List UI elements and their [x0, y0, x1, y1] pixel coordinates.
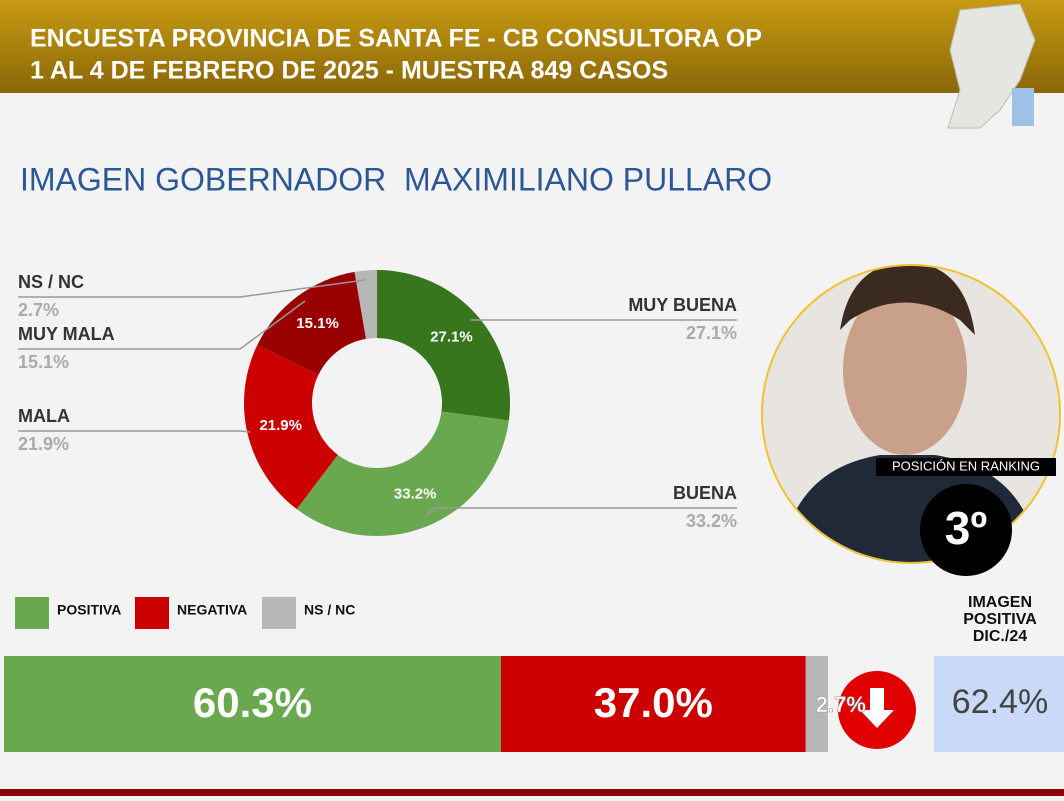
leader-line: [424, 507, 737, 518]
ranking-badge: [920, 484, 1012, 576]
header-line: ENCUESTA PROVINCIA DE SANTA FE - CB CONS…: [30, 25, 762, 53]
previous-label: POSITIVA: [963, 611, 1037, 628]
legend-swatch: [135, 597, 169, 629]
header-band: [0, 0, 1064, 93]
category-value: 21.9%: [18, 434, 69, 454]
legend-label: NEGATIVA: [177, 602, 247, 618]
photo: [763, 266, 1059, 562]
ranking-label-bg: [876, 458, 1056, 476]
chart-title: IMAGEN GOBERNADOR MAXIMILIANO PULLARO: [20, 161, 772, 197]
legend-label: NS / NC: [304, 602, 355, 618]
slice-label: 33.2%: [394, 485, 437, 502]
category-label: MALA: [18, 406, 70, 426]
down-arrow: [860, 688, 894, 728]
category-label: MUY MALA: [18, 324, 115, 344]
donut-slice: [257, 271, 367, 375]
slice-label: 27.1%: [430, 329, 473, 346]
bar-label: 2.7%: [816, 692, 866, 717]
ranking-label: POSICIÓN EN RANKING: [892, 458, 1040, 473]
category-value: 2.7%: [18, 300, 59, 320]
category-value: 33.2%: [686, 511, 737, 531]
donut-slice: [244, 344, 338, 510]
leader-line: [18, 300, 306, 350]
previous-value: 62.4%: [952, 683, 1048, 721]
donut-slice: [354, 270, 377, 339]
legend-swatch: [15, 597, 49, 629]
category-label: MUY BUENA: [628, 295, 737, 315]
bar-segment: [805, 656, 828, 752]
previous-label: IMAGEN: [968, 594, 1032, 611]
category-value: 15.1%: [18, 352, 69, 372]
donut-slice: [296, 411, 509, 536]
bar-label: 60.3%: [193, 679, 312, 726]
map-icon: [947, 3, 1036, 129]
legend-label: POSITIVA: [57, 602, 121, 618]
header-line: 1 AL 4 DE FEBRERO DE 2025 - MUESTRA 849 …: [30, 57, 668, 85]
previous-label: DIC./24: [973, 628, 1027, 645]
legend-swatch: [262, 597, 296, 629]
category-label: NS / NC: [18, 272, 84, 292]
previous-box: [934, 656, 1064, 752]
category-value: 27.1%: [686, 323, 737, 343]
slice-label: 21.9%: [259, 417, 302, 434]
bar-label: 37.0%: [594, 679, 713, 726]
slice-label: 15.1%: [296, 315, 339, 332]
ranking-position: 3º: [945, 502, 988, 554]
category-label: BUENA: [673, 483, 737, 503]
bar-segment: [4, 656, 501, 752]
donut-slice: [377, 270, 510, 421]
bar-segment: [500, 656, 806, 752]
leader-line: [18, 279, 366, 298]
footer-band: [0, 789, 1064, 796]
leader-line: [18, 430, 251, 433]
map-inset: [1012, 88, 1034, 126]
